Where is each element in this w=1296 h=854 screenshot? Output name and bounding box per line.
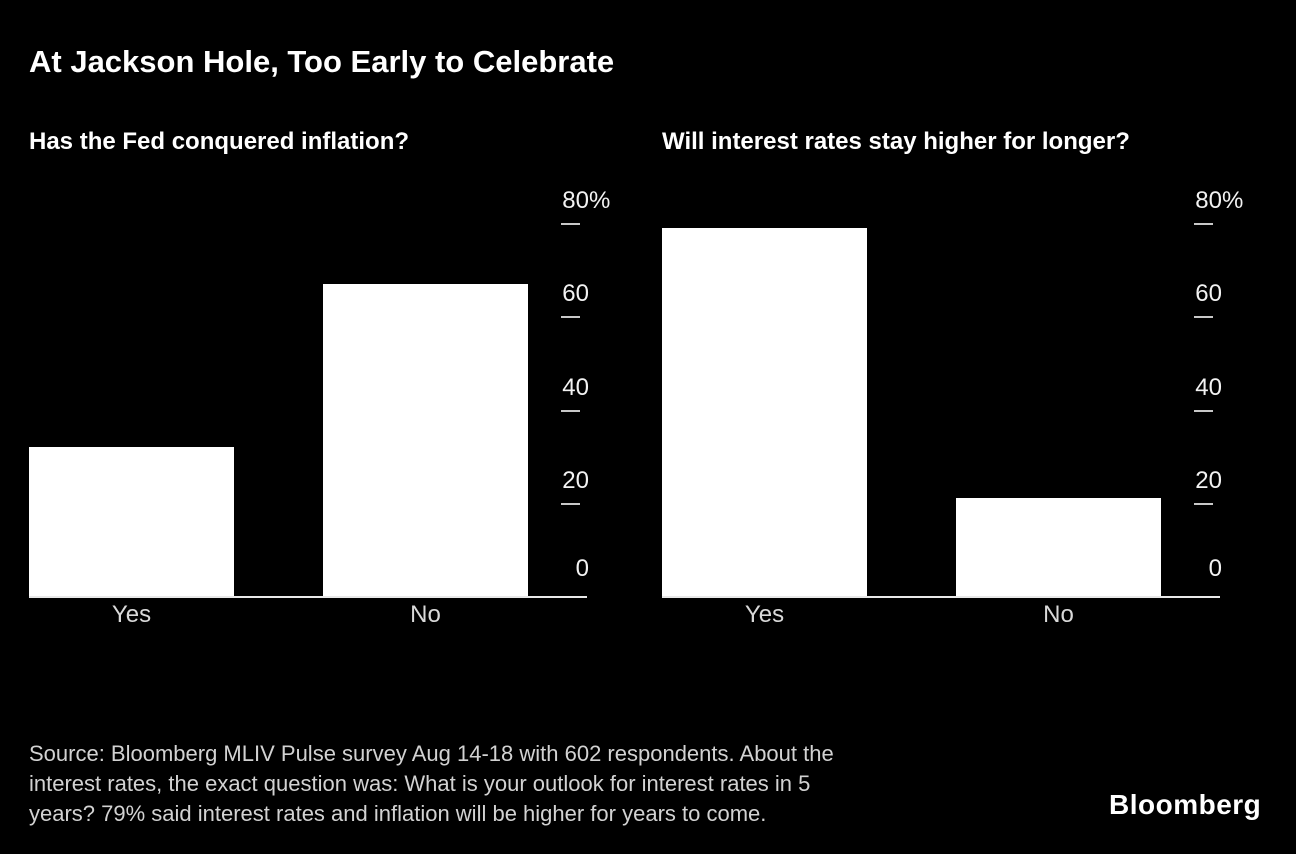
source-note-line: interest rates, the exact question was: … xyxy=(29,771,811,796)
x-axis-line xyxy=(29,596,587,598)
axis-tick xyxy=(561,502,580,505)
axis-tick-label-80: 80% xyxy=(562,187,611,214)
bloomberg-logo: Bloomberg xyxy=(1109,789,1262,820)
bar-no xyxy=(956,498,1161,596)
source-note-line: years? 79% said interest rates and infla… xyxy=(29,801,767,826)
bar-yes xyxy=(29,447,234,596)
source-note-line: Source: Bloomberg MLIV Pulse survey Aug … xyxy=(29,741,834,766)
axis-tick-label-40: 40 xyxy=(1195,373,1222,401)
axis-tick-label-60: 60 xyxy=(1195,280,1222,308)
x-axis-line xyxy=(662,596,1220,598)
axis-tick xyxy=(1194,316,1213,319)
axis-tick xyxy=(1194,502,1213,505)
chart-panel-2: Will interest rates stay higher for long… xyxy=(662,120,1246,640)
axis-tick xyxy=(1194,223,1213,225)
axis-tick-label-20: 20 xyxy=(562,466,589,494)
axis-tick xyxy=(561,223,580,225)
axis-tick-label-40: 40 xyxy=(562,373,589,401)
axis-tick-label-0: 0 xyxy=(575,555,589,582)
category-label-no: No xyxy=(410,601,441,628)
axis-tick-label-20: 20 xyxy=(1195,466,1222,494)
chart-panel-1: Has the Fed conquered inflation? Yes No 80%… xyxy=(29,120,613,640)
category-label-yes: Yes xyxy=(744,601,785,628)
axis-tick xyxy=(1194,409,1213,412)
page-title: At Jackson Hole, Too Early to Celebrate xyxy=(29,44,615,79)
bar-yes xyxy=(662,228,867,596)
axis-tick-label-60: 60 xyxy=(562,280,589,308)
chart-subtitle: Has the Fed conquered inflation? xyxy=(29,128,410,155)
category-label-yes: Yes xyxy=(111,601,152,628)
axis-tick-label-0: 0 xyxy=(1208,555,1222,582)
chart-subtitle: Will interest rates stay higher for long… xyxy=(662,128,1130,155)
axis-tick xyxy=(561,316,580,319)
bar-no xyxy=(323,284,528,596)
axis-tick-label-80: 80% xyxy=(1195,187,1244,214)
category-label-no: No xyxy=(1043,601,1074,628)
source-note: Source: Bloomberg MLIV Pulse survey Aug … xyxy=(29,739,834,829)
axis-tick xyxy=(561,409,580,412)
